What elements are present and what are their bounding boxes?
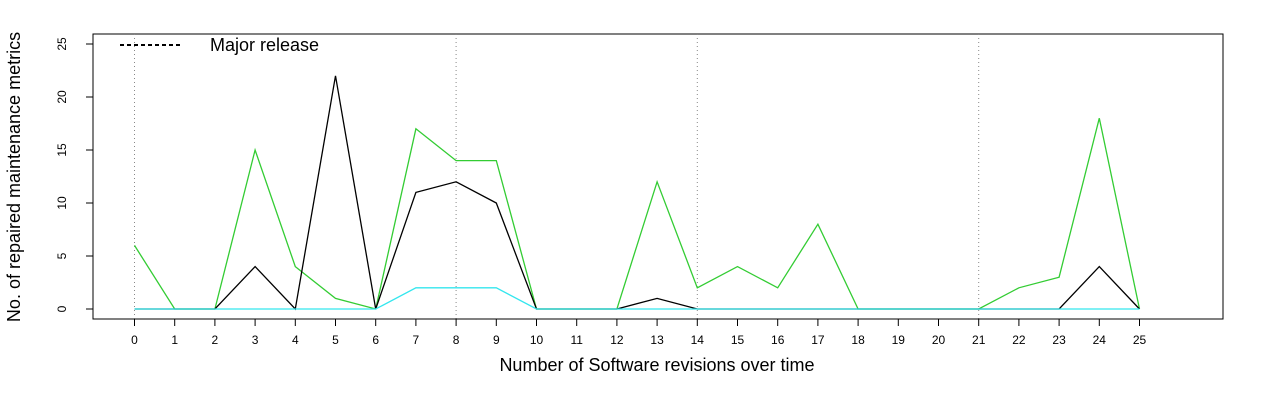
x-tick-label: 13 [650,333,664,347]
x-tick-label: 20 [932,333,946,347]
x-axis-title: Number of Software revisions over time [499,355,814,375]
x-tick-label: 5 [332,333,339,347]
x-tick-label: 3 [252,333,259,347]
y-axis: 0 5 10 15 20 25 [55,37,94,312]
x-tick-label: 4 [292,333,299,347]
legend-label: Major release [210,35,319,55]
x-tick-label: 10 [530,333,544,347]
series-line-3 [134,287,1140,310]
x-tick-label: 21 [972,333,986,347]
x-tick-label: 7 [413,333,420,347]
series-line-1 [133,118,1141,310]
x-tick-label: 11 [570,333,583,347]
x-tick-label: 8 [453,333,460,347]
major-release-lines [134,34,980,319]
y-tick-label: 10 [55,196,69,210]
x-tick-label: 25 [1133,333,1147,347]
x-tick-label: 18 [851,333,865,347]
x-tick-label: 15 [731,333,745,347]
x-axis: 0 1 2 3 4 5 6 7 8 9 10 11 12 13 14 15 16 17 18 19 20 21 22 23 24… [131,318,1147,347]
x-tick-label: 19 [892,333,906,347]
x-tick-label: 17 [811,333,825,347]
y-tick-label: 20 [55,90,69,104]
x-tick-label: 16 [771,333,785,347]
x-tick-label: 9 [493,333,500,347]
x-tick-label: 0 [131,333,138,347]
series-line-2 [134,75,1140,311]
y-tick-label: 5 [55,252,69,259]
x-tick-label: 24 [1093,333,1107,347]
x-tick-label: 1 [171,333,178,347]
x-tick-label: 14 [691,333,705,347]
legend: Major release [120,35,319,55]
y-tick-label: 0 [55,305,69,312]
x-tick-label: 6 [372,333,379,347]
y-tick-label: 15 [55,143,69,157]
y-tick-label: 25 [55,37,69,51]
x-tick-label: 22 [1012,333,1026,347]
y-axis-title: No. of repaired maintenance metrics [4,32,24,322]
series-lines [133,75,1141,311]
x-tick-label: 12 [610,333,624,347]
plot-frame [92,33,1224,320]
x-tick-label: 23 [1052,333,1066,347]
x-tick-label: 2 [212,333,219,347]
